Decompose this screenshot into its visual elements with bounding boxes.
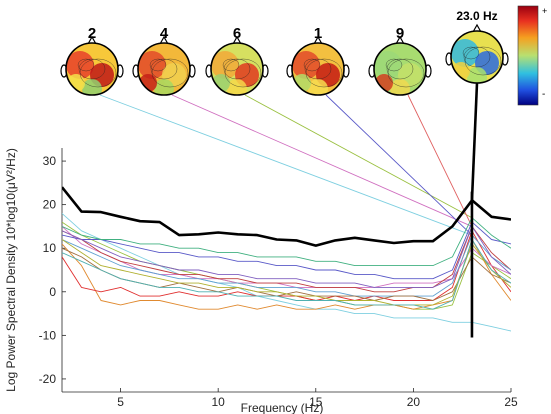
component-spectrum-line	[62, 213, 511, 332]
scalp-map: 9	[368, 25, 432, 96]
contour-line	[303, 58, 321, 72]
y-ticks: -20 -10 0 10 20 30	[39, 154, 66, 386]
y-tick-label: 20	[43, 198, 57, 212]
head-outline	[137, 42, 191, 96]
map-connector	[99, 94, 473, 236]
colorbar-max-label: +	[542, 6, 547, 16]
head-outline	[210, 42, 264, 96]
topo-blob	[390, 79, 410, 95]
x-ticks: 5 10 15 20 25	[117, 388, 518, 409]
map-connector	[171, 94, 473, 227]
scalp-map-label: 23.0 Hz	[456, 9, 497, 23]
scalp-maps: 2 4 6 1 9 23.0 Hz	[60, 9, 509, 96]
topo-blob	[227, 79, 247, 95]
map-connector	[244, 94, 473, 219]
head-outline	[291, 42, 345, 96]
y-axis-label: Log Power Spectral Density 10*log10(μV²/…	[4, 148, 18, 392]
scalp-map: 23.0 Hz	[445, 9, 509, 84]
contour-line	[462, 46, 480, 60]
scalp-map-label: 6	[233, 25, 241, 42]
x-axis-label: Frequency (Hz)	[241, 401, 324, 414]
y-tick-label: -10	[39, 328, 57, 342]
component-spectrum-line	[62, 239, 511, 306]
scalp-map-label: 2	[88, 25, 96, 42]
component-spectrum-line	[62, 221, 511, 280]
topo-blob	[154, 79, 174, 95]
head-outline	[373, 42, 427, 96]
colorbar-min-label: -	[542, 89, 545, 100]
nose	[87, 35, 97, 45]
head-outline	[450, 30, 504, 84]
nose	[395, 35, 405, 45]
map-connector	[325, 94, 473, 236]
y-tick-label: 0	[49, 285, 56, 299]
colorbar-gradient	[517, 5, 539, 106]
component-spectrum-line	[62, 225, 511, 293]
component-spectrum-line	[62, 225, 511, 288]
x-tick-label: 5	[117, 395, 124, 409]
nose	[313, 35, 323, 45]
topo-blob	[82, 79, 102, 95]
topo-blob	[308, 79, 328, 95]
map-connector	[407, 94, 473, 227]
scalp-map-label: 9	[396, 25, 404, 42]
nose	[232, 35, 242, 45]
component-spectrum-line	[62, 239, 511, 310]
contour-line	[224, 58, 262, 88]
contour-line	[386, 58, 414, 80]
contour-line	[464, 46, 502, 76]
component-spectrum-line	[62, 239, 511, 310]
colorbar: + -	[517, 5, 547, 106]
contour-line	[223, 58, 251, 80]
scalp-map: 1	[286, 25, 350, 96]
scalp-map-label: 4	[160, 25, 169, 42]
series-lines	[62, 186, 511, 332]
mean-spectrum-line	[62, 186, 511, 247]
x-tick-label: 10	[211, 395, 225, 409]
x-tick-label: 15	[309, 395, 323, 409]
nose	[159, 35, 169, 45]
component-spectrum-line	[62, 226, 511, 288]
contour-line	[150, 58, 178, 80]
head-outline	[65, 42, 119, 96]
contour-line	[463, 46, 491, 68]
y-tick-label: -20	[39, 372, 57, 386]
component-spectrum-line	[62, 230, 511, 301]
y-tick-label: 30	[43, 154, 57, 168]
x-tick-label: 20	[407, 395, 421, 409]
contour-line	[385, 58, 403, 72]
topo-blobs	[66, 51, 117, 95]
nose	[472, 23, 482, 33]
component-spectrum-line	[62, 234, 511, 297]
plot-axes	[61, 148, 511, 393]
contour-line	[222, 58, 240, 72]
map-connector-lines	[99, 82, 479, 236]
contour-line	[78, 58, 106, 80]
contour-line	[305, 58, 343, 88]
contour-line	[79, 58, 117, 88]
scalp-map: 4	[132, 25, 196, 96]
contour-line	[304, 58, 332, 80]
contour-line	[149, 58, 167, 72]
contour-line	[151, 58, 189, 88]
scalp-map: 6	[205, 25, 269, 96]
scalp-map-label: 1	[314, 25, 322, 42]
contour-line	[77, 58, 95, 72]
map-connector	[470, 82, 479, 201]
component-spectrum-line	[62, 217, 511, 267]
x-tick-label: 25	[504, 395, 518, 409]
topo-blobs	[374, 51, 425, 95]
y-tick-label: 10	[43, 241, 57, 255]
contour-line	[387, 58, 425, 88]
scalp-map: 2	[60, 25, 124, 96]
